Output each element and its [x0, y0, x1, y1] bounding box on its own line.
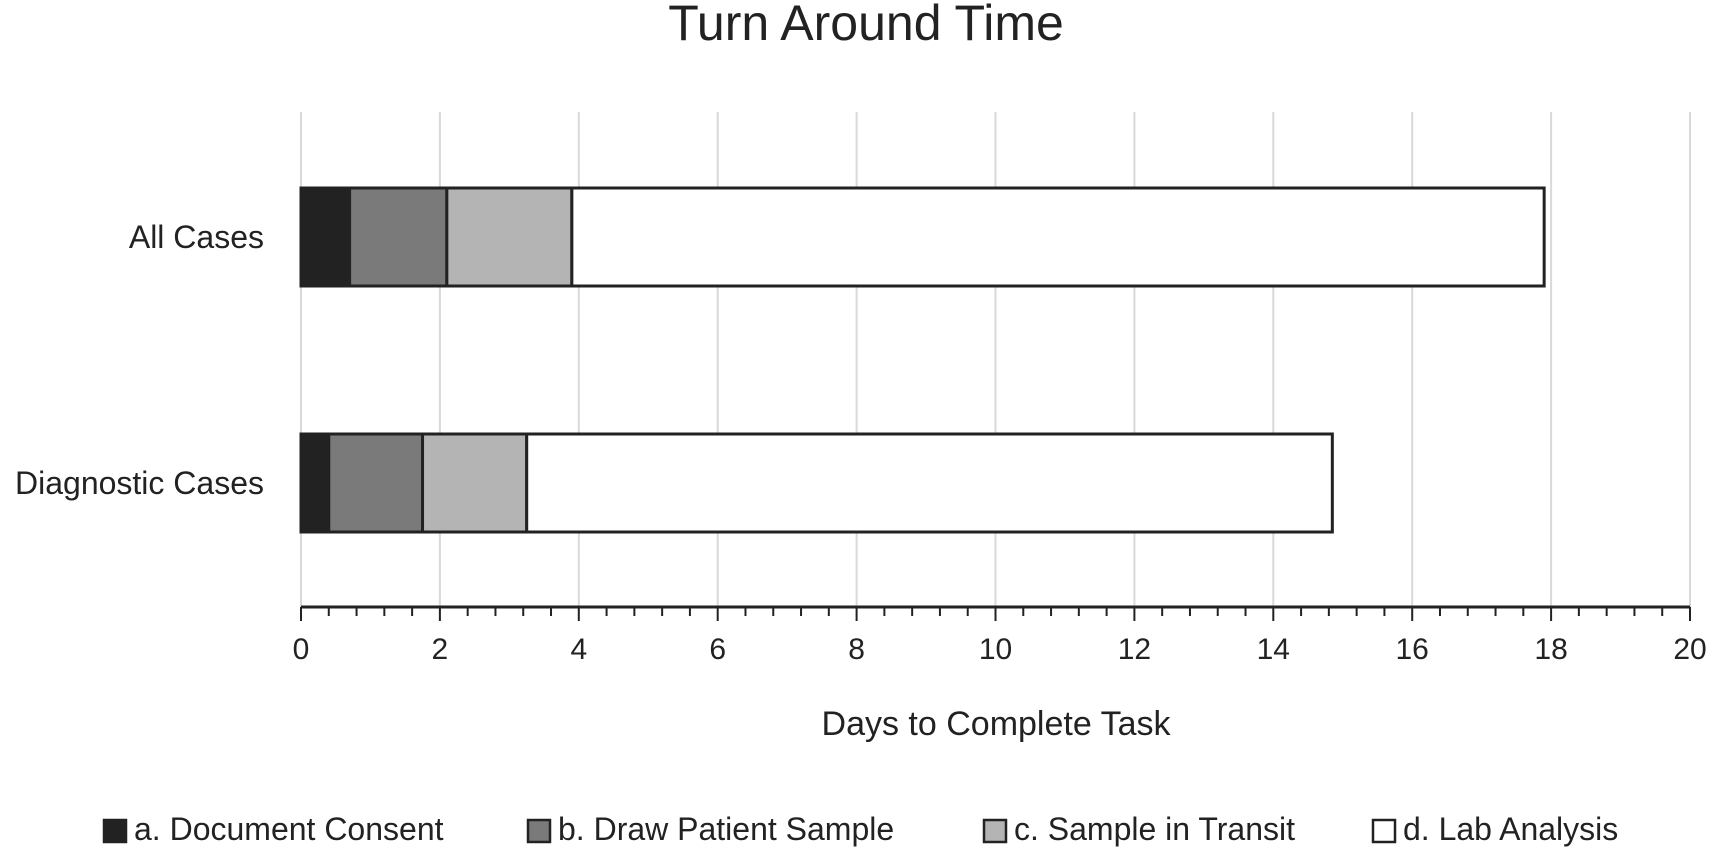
bar-segment — [445, 186, 574, 288]
x-tick-label: 18 — [1534, 633, 1567, 666]
category-labels: All Cases Diagnostic Cases — [15, 219, 264, 501]
category-label: Diagnostic Cases — [15, 465, 264, 501]
legend-label: a. Document Consent — [134, 811, 444, 847]
x-tick-label: 12 — [1118, 633, 1151, 666]
legend-swatch — [982, 818, 1008, 844]
legend-swatch — [1371, 818, 1397, 844]
bar-segment — [421, 432, 529, 534]
x-tick-label: 8 — [848, 633, 865, 666]
bar-segment — [299, 186, 352, 288]
x-tick-label: 16 — [1396, 633, 1429, 666]
x-tick-label: 0 — [293, 633, 310, 666]
x-tick-label: 6 — [709, 633, 726, 666]
legend: a. Document Consent b. Draw Patient Sampl… — [102, 811, 1618, 847]
bar-segment — [299, 432, 331, 534]
legend-swatch — [526, 818, 552, 844]
bars — [299, 186, 1546, 534]
bar-segment — [525, 432, 1334, 534]
legend-label: c. Sample in Transit — [1014, 811, 1295, 847]
x-tick-label: 14 — [1257, 633, 1290, 666]
x-tick-label: 10 — [979, 633, 1012, 666]
x-axis-title: Days to Complete Task — [822, 705, 1172, 743]
category-label: All Cases — [129, 219, 264, 255]
x-axis: 0 2 4 6 8 10 12 14 16 18 20 — [293, 605, 1707, 666]
bar-segment — [348, 186, 449, 288]
chart-title: Turn Around Time — [668, 0, 1064, 51]
legend-label: b. Draw Patient Sample — [558, 811, 894, 847]
x-tick-label: 20 — [1673, 633, 1706, 666]
x-tick-label: 4 — [570, 633, 587, 666]
bar-segment — [327, 432, 425, 534]
x-tick-label: 2 — [432, 633, 449, 666]
legend-swatch — [102, 818, 128, 844]
legend-label: d. Lab Analysis — [1403, 811, 1618, 847]
bar-segment — [570, 186, 1546, 288]
